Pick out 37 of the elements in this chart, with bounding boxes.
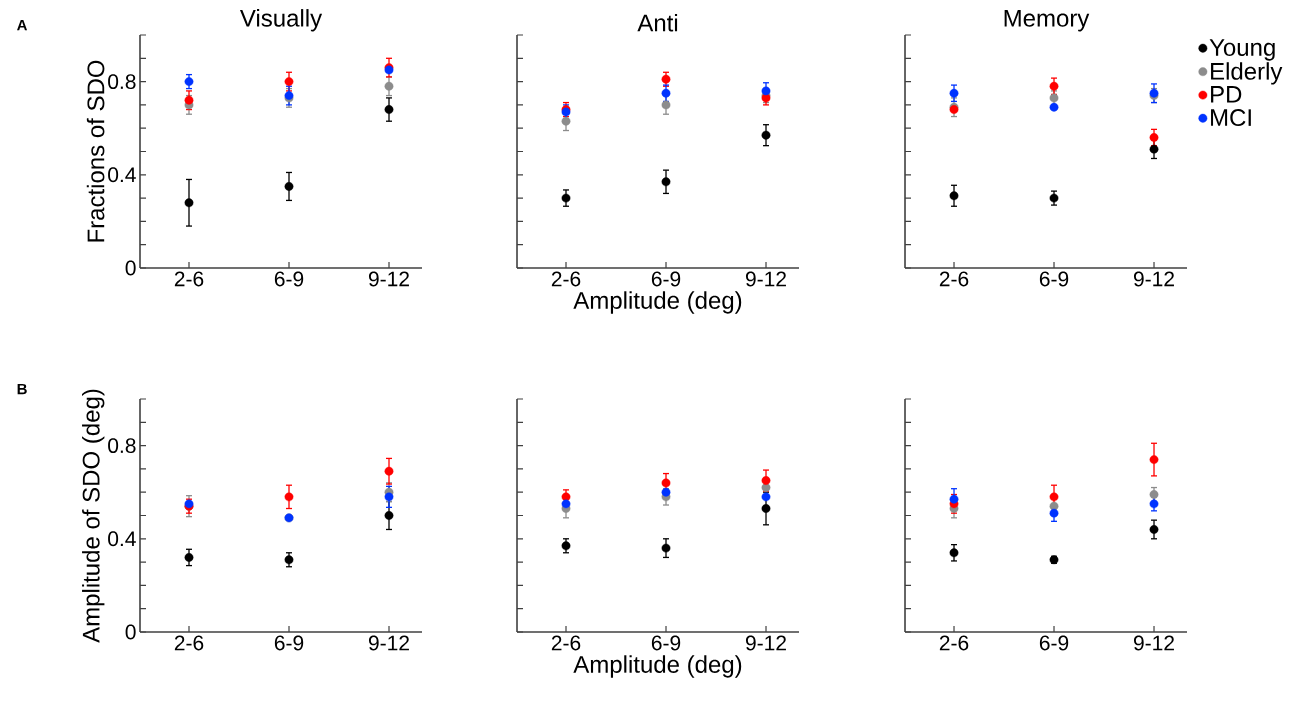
legend-label: PD bbox=[1211, 86, 1242, 103]
x-tick-label: 2-6 bbox=[174, 271, 204, 287]
x-tick-label: 6-9 bbox=[651, 271, 681, 287]
text: B bbox=[17, 383, 27, 395]
chart-title: Visually bbox=[239, 9, 323, 32]
chart-title: Anti bbox=[637, 13, 678, 32]
x-tick-label: 2-6 bbox=[551, 635, 581, 651]
x-tick-label: 9-12 bbox=[745, 635, 786, 651]
x-tick-label: 6-9 bbox=[274, 635, 304, 651]
x-axis-title: Amplitude (deg) bbox=[573, 655, 742, 678]
legend-label: MCI bbox=[1211, 109, 1251, 127]
x-tick-label: 6-9 bbox=[1039, 635, 1069, 651]
x-axis-title: Amplitude (deg) bbox=[573, 291, 742, 314]
legend-label: Elderly bbox=[1211, 62, 1283, 85]
x-tick-label: 2-6 bbox=[551, 271, 581, 287]
x-tick-label: 6-9 bbox=[1039, 271, 1069, 287]
y-tick-label: 0 bbox=[125, 260, 136, 276]
y-tick-label: 0.4 bbox=[108, 167, 136, 183]
x-tick-label: 9-12 bbox=[368, 271, 409, 287]
x-tick-label: 9-12 bbox=[1133, 271, 1174, 287]
chart-title: Memory bbox=[1004, 9, 1090, 32]
x-tick-label: 2-6 bbox=[174, 635, 204, 651]
x-tick-label: 2-6 bbox=[939, 271, 969, 287]
x-tick-label: 2-6 bbox=[939, 635, 969, 651]
x-tick-label: 6-9 bbox=[651, 635, 681, 651]
text: A bbox=[17, 19, 28, 31]
y-tick-label: 0.8 bbox=[108, 74, 136, 90]
y-tick-label: 0.4 bbox=[108, 531, 136, 547]
x-tick-label: 9-12 bbox=[1133, 635, 1174, 651]
y-tick-label: 0.8 bbox=[108, 438, 136, 454]
legend-label: Young bbox=[1209, 39, 1275, 61]
x-tick-label: 6-9 bbox=[274, 271, 304, 287]
y-tick-label: 0 bbox=[125, 624, 136, 640]
x-tick-label: 9-12 bbox=[368, 635, 409, 651]
y-axis-title: Fractions of SDO bbox=[86, 60, 105, 242]
y-axis-title: Amplitude of SDO (deg) bbox=[82, 389, 105, 643]
x-tick-label: 9-12 bbox=[745, 271, 786, 287]
